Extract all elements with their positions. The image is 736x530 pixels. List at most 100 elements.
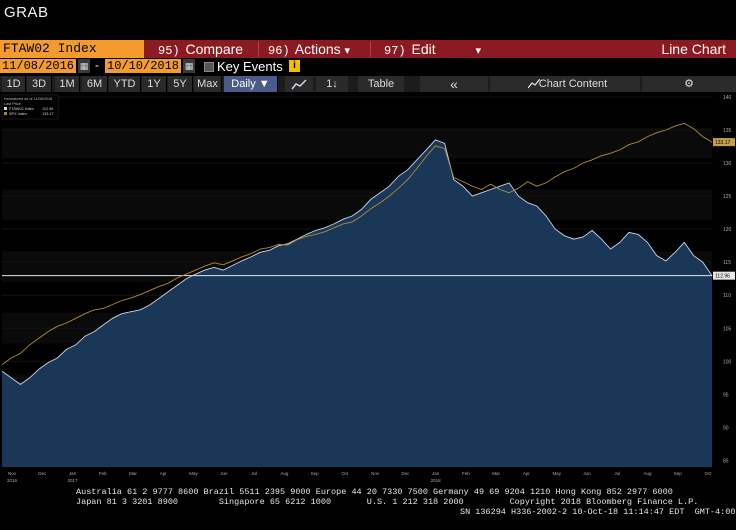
chart-content-button[interactable]: Chart Content bbox=[490, 76, 640, 92]
separator bbox=[258, 41, 259, 57]
chart-line-icon[interactable] bbox=[285, 76, 313, 92]
range-max-button[interactable]: Max bbox=[194, 76, 222, 92]
actions-label: Actions bbox=[294, 41, 341, 57]
range-3d-button[interactable]: 3D bbox=[27, 76, 52, 92]
x-tick-label: Jul bbox=[614, 471, 620, 476]
actions-number: 96) bbox=[268, 44, 290, 58]
ftaw02-area bbox=[2, 139, 712, 467]
y-tick-label: 135 bbox=[723, 128, 732, 134]
range-5y-button[interactable]: 5Y bbox=[168, 76, 193, 92]
y-tick-label: 90 bbox=[723, 425, 729, 431]
x-tick-label: Dec bbox=[38, 471, 47, 476]
edit-button[interactable]: 97) Edit ▾ bbox=[384, 40, 481, 58]
x-tick-label: Aug bbox=[280, 471, 289, 476]
y-tick-label: 140 bbox=[723, 95, 732, 101]
x-tick-label: Apr bbox=[523, 471, 531, 476]
compare-number: 95) bbox=[158, 44, 180, 58]
ftaw02-line bbox=[1, 139, 713, 385]
key-events-checkbox[interactable] bbox=[204, 62, 214, 72]
last-price-tag bbox=[713, 138, 735, 147]
chevron-down-icon: ▾ bbox=[344, 45, 351, 57]
legend-entry: SPX Index bbox=[9, 112, 27, 116]
calendar-icon[interactable]: ▦ bbox=[78, 59, 90, 73]
key-events-label: Key Events bbox=[217, 59, 283, 74]
legend-value: 133.17 bbox=[42, 112, 54, 116]
y-tick-label: 95 bbox=[723, 392, 729, 398]
function-bar bbox=[0, 40, 736, 58]
separator bbox=[370, 41, 371, 57]
x-tick-label: Jun bbox=[583, 471, 591, 476]
legend-header: Normalized as of 11/08/2016 bbox=[4, 97, 52, 101]
legend-box bbox=[1, 94, 59, 120]
last-price-tag bbox=[713, 271, 735, 280]
window-title: GRAB bbox=[4, 4, 49, 21]
x-tick-label: Apr bbox=[160, 471, 168, 476]
chart-content-label: Chart Content bbox=[538, 78, 608, 90]
gear-icon[interactable]: ⚙ bbox=[642, 76, 736, 92]
last-price-value: 112.96 bbox=[715, 274, 730, 280]
x-tick-label: Jul bbox=[251, 471, 257, 476]
y-tick-label: 110 bbox=[723, 293, 731, 299]
actions-button[interactable]: 96) Actions ▾ bbox=[268, 40, 350, 58]
end-date-field[interactable]: 10/10/2018 bbox=[105, 59, 182, 73]
legend-swatch bbox=[4, 112, 7, 115]
x-tick-label: Jun bbox=[220, 471, 228, 476]
y-tick-label: 85 bbox=[723, 458, 729, 464]
footer: Australia 61 2 9777 8600 Brazil 5511 239… bbox=[0, 487, 736, 530]
start-date-field[interactable]: 11/08/2016 bbox=[0, 59, 77, 73]
x-tick-year: 2017 bbox=[68, 478, 79, 483]
last-price-value: 133.17 bbox=[715, 140, 731, 146]
x-tick-label: Nov bbox=[8, 471, 17, 476]
legend-value: 112.96 bbox=[42, 107, 53, 111]
collapse-button[interactable]: « bbox=[420, 76, 488, 92]
range-6m-button[interactable]: 6M bbox=[82, 76, 108, 92]
table-button[interactable]: Table bbox=[358, 76, 404, 92]
edit-label: Edit bbox=[411, 41, 436, 57]
ticker-input[interactable]: FTAW02 Index bbox=[0, 40, 144, 58]
footer-line-2: Japan 81 3 3201 8900 Singapore 65 6212 1… bbox=[76, 497, 699, 507]
x-tick-year: 2018 bbox=[431, 478, 442, 483]
chart-band bbox=[2, 97, 712, 128]
x-tick-label: Dec bbox=[401, 471, 410, 476]
x-tick-label: Oct bbox=[704, 471, 712, 476]
y-tick-label: 130 bbox=[723, 161, 732, 167]
chart-content-icon bbox=[528, 79, 540, 89]
x-tick-label: Sep bbox=[311, 471, 320, 476]
x-tick-label: Feb bbox=[99, 471, 107, 476]
chart-type-label[interactable]: Line Chart bbox=[661, 41, 726, 57]
x-tick-label: Nov bbox=[371, 471, 380, 476]
y-tick-label: 100 bbox=[723, 359, 732, 365]
range-1m-button[interactable]: 1M bbox=[55, 76, 80, 92]
legend-entry: FTAW02 Index bbox=[9, 107, 34, 111]
calendar-icon[interactable]: ▦ bbox=[183, 59, 195, 73]
footer-line-3: SN 136294 H336-2002-2 10-Oct-18 11:14:47… bbox=[460, 507, 736, 517]
bar-tool-button[interactable]: 1↓ bbox=[316, 76, 348, 92]
y-tick-label: 115 bbox=[723, 260, 731, 266]
chart-band bbox=[2, 127, 712, 159]
info-icon[interactable]: i bbox=[289, 60, 300, 72]
range-1y-button[interactable]: 1Y bbox=[142, 76, 167, 92]
period-dropdown[interactable]: Daily ▼ bbox=[224, 76, 278, 92]
line-chart[interactable]: 140135130125120115110105100959085133.171… bbox=[0, 93, 736, 487]
x-tick-label: Feb bbox=[462, 471, 470, 476]
compare-button[interactable]: 95) Compare bbox=[158, 40, 243, 58]
range-ytd-button[interactable]: YTD bbox=[109, 76, 141, 92]
y-tick-label: 125 bbox=[723, 194, 732, 200]
y-tick-label: 120 bbox=[723, 227, 732, 233]
spx-line bbox=[1, 122, 713, 365]
footer-line-1: Australia 61 2 9777 8600 Brazil 5511 239… bbox=[76, 487, 673, 497]
x-tick-label: Jan bbox=[69, 471, 77, 476]
chevron-down-icon: ▾ bbox=[475, 45, 482, 57]
chart-area[interactable]: 140 135 130 125 120 115 110 105 100 95 90 85 133.17 1… bbox=[0, 93, 736, 487]
legend-header: Last Price bbox=[4, 102, 21, 106]
x-tick-label: May bbox=[552, 471, 561, 476]
x-tick-label: May bbox=[189, 471, 198, 476]
x-tick-label: Sep bbox=[674, 471, 683, 476]
x-tick-label: Jan bbox=[432, 471, 440, 476]
x-tick-label: Mar bbox=[492, 471, 500, 476]
range-1d-button[interactable]: 1D bbox=[2, 76, 26, 92]
x-tick-label: Oct bbox=[341, 471, 349, 476]
legend-swatch bbox=[4, 107, 7, 110]
x-tick-label: Aug bbox=[643, 471, 652, 476]
date-dash: - bbox=[95, 58, 99, 72]
